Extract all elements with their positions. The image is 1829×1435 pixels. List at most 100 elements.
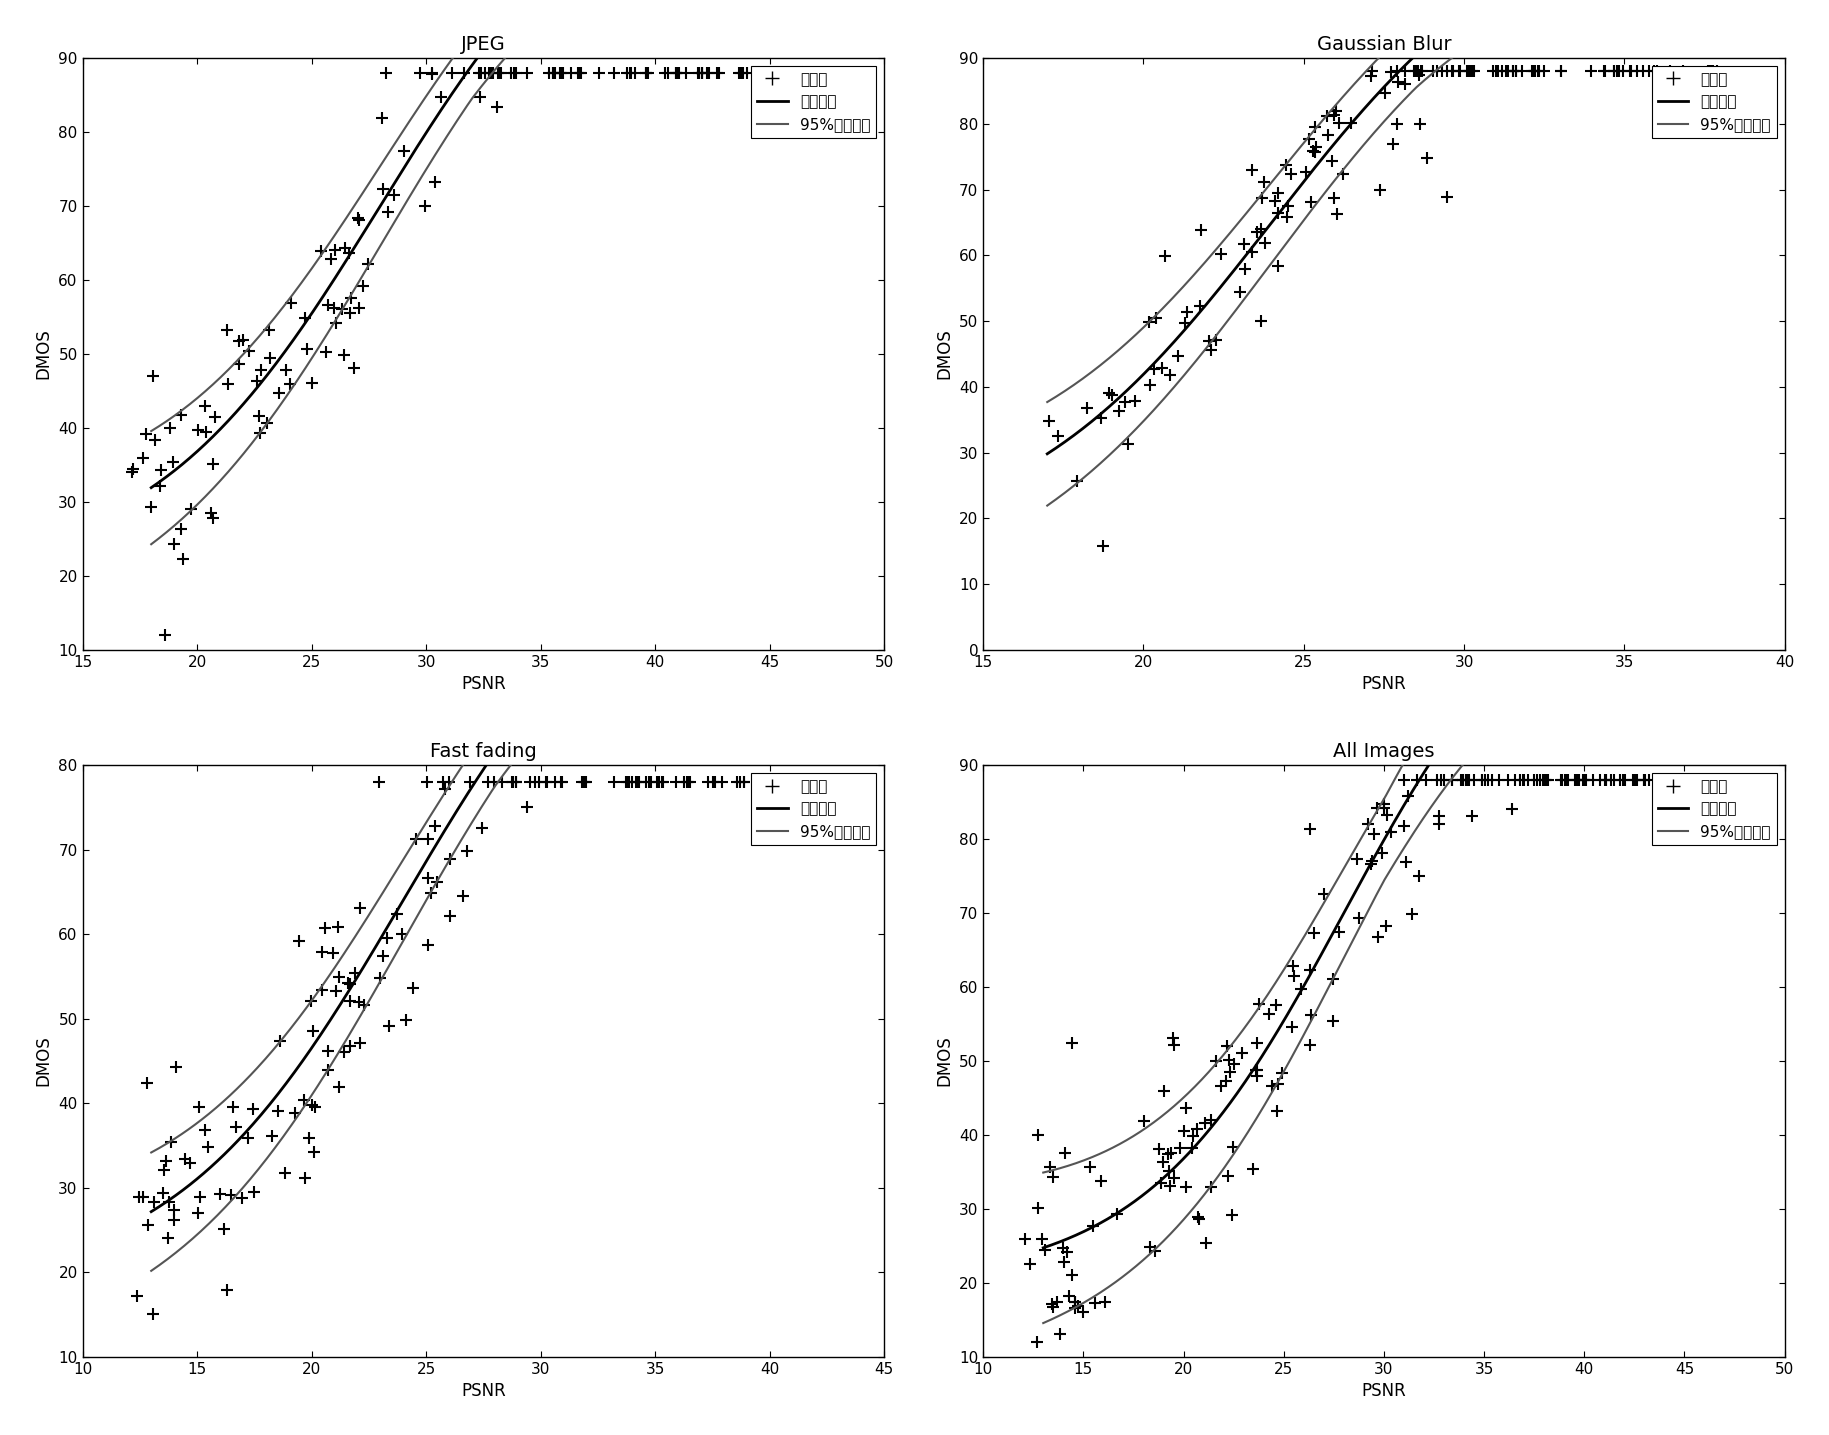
Point [280, 1102, 309, 1125]
Point [644, 771, 673, 794]
Point [1622, 60, 1652, 83]
Point [1405, 60, 1434, 83]
Point [693, 62, 722, 85]
Point [1571, 769, 1600, 792]
Point [1295, 959, 1324, 982]
Point [547, 771, 576, 794]
Point [487, 62, 516, 85]
Point [155, 1129, 185, 1152]
Point [759, 771, 788, 794]
Point [1641, 60, 1670, 83]
Point [1249, 171, 1278, 194]
Point [291, 307, 320, 330]
Point [499, 771, 529, 794]
Point [214, 372, 243, 395]
Point [613, 62, 642, 85]
Point [1551, 769, 1580, 792]
Point [349, 993, 379, 1016]
Point [344, 296, 373, 319]
Point [185, 1201, 214, 1224]
Point [765, 771, 794, 794]
Point [803, 771, 832, 794]
Point [1507, 769, 1536, 792]
Point [1247, 187, 1277, 210]
Point [744, 62, 774, 85]
Point [159, 451, 188, 474]
Point [624, 771, 653, 794]
Point [468, 817, 497, 839]
Point [1695, 60, 1725, 83]
Point [1600, 60, 1630, 83]
Point [216, 1184, 245, 1207]
Point [335, 973, 364, 996]
Point [380, 184, 410, 207]
Point [364, 771, 393, 794]
Point [247, 359, 276, 382]
Point [329, 237, 358, 260]
Point [1372, 914, 1401, 937]
Point [660, 62, 690, 85]
Point [616, 62, 646, 85]
Point [289, 1088, 318, 1111]
Point [1427, 60, 1456, 83]
Point [1152, 1142, 1182, 1165]
Point [199, 507, 229, 530]
Point [1432, 60, 1461, 83]
Point [177, 498, 207, 521]
Point [1694, 60, 1723, 83]
Point [1246, 218, 1275, 241]
Point [139, 1303, 168, 1326]
Point [1522, 769, 1551, 792]
Point [1520, 60, 1549, 83]
Point [788, 771, 818, 794]
Point [479, 62, 508, 85]
Point [1449, 769, 1478, 792]
Point [1273, 207, 1302, 230]
Point [1438, 60, 1467, 83]
Point [256, 346, 285, 369]
Point [1297, 191, 1326, 214]
Point [1280, 964, 1310, 987]
Point [366, 966, 395, 989]
Point [532, 771, 562, 794]
Point [483, 62, 512, 85]
Title: JPEG: JPEG [461, 34, 505, 53]
Point [318, 941, 348, 964]
Point [1447, 769, 1476, 792]
Point [1407, 60, 1436, 83]
Point [1460, 769, 1489, 792]
Point [1342, 848, 1372, 871]
Point [1079, 1214, 1108, 1237]
Point [324, 916, 353, 938]
Point [1683, 769, 1712, 792]
Point [300, 1095, 329, 1118]
Point [1370, 82, 1399, 105]
Point [1218, 1204, 1247, 1227]
Point [243, 370, 273, 393]
Point [724, 62, 754, 85]
Point [1194, 329, 1224, 352]
Point [159, 1198, 188, 1221]
Point [761, 771, 790, 794]
Point [313, 1040, 342, 1063]
Point [567, 62, 596, 85]
Point [807, 771, 836, 794]
Point [417, 63, 446, 86]
Point [497, 62, 527, 85]
Point [1388, 769, 1417, 792]
Point [205, 1182, 234, 1205]
Point [1169, 1119, 1198, 1142]
Point [563, 62, 593, 85]
Point [476, 62, 505, 85]
Point [413, 828, 443, 851]
Point [276, 372, 305, 395]
Point [1273, 195, 1302, 218]
Point [556, 62, 585, 85]
Point [1622, 769, 1652, 792]
Point [185, 1185, 214, 1208]
Point [294, 1126, 324, 1149]
Point [1225, 280, 1255, 303]
Point [1050, 1250, 1079, 1273]
Point [1498, 60, 1527, 83]
Point [123, 1284, 152, 1307]
